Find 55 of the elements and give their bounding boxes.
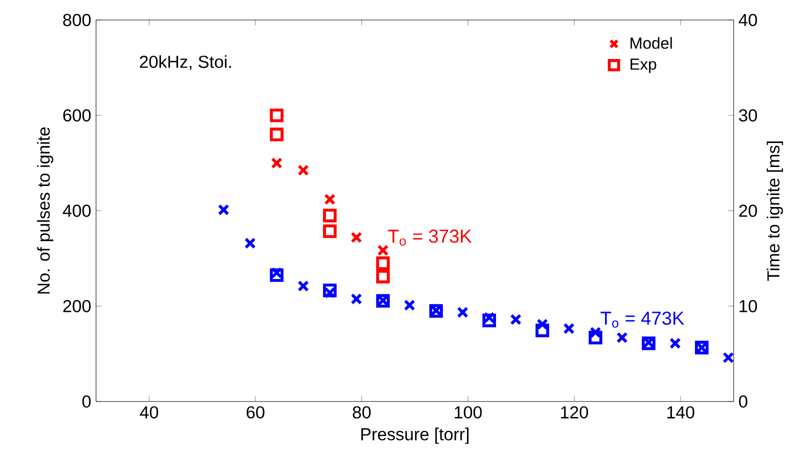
point — [616, 332, 628, 344]
x-tick-label: 120 — [561, 406, 588, 418]
y2-axis-title: Time to ignite [ms] — [766, 141, 783, 281]
legend-label: Model — [630, 36, 672, 49]
y-tick-label: 0 — [82, 395, 91, 408]
point — [323, 208, 337, 222]
point — [536, 324, 550, 338]
point — [722, 352, 734, 364]
point — [270, 157, 282, 169]
x-tick-label: 40 — [140, 406, 158, 418]
y-tick-label: 800 — [63, 14, 91, 26]
y-tick-label: 200 — [63, 300, 91, 312]
point — [298, 164, 309, 176]
point — [484, 312, 495, 324]
point — [456, 306, 468, 318]
annotation: T$_{o}$ = 373K — [388, 229, 472, 246]
x-tick-label: 100 — [454, 406, 482, 418]
point — [377, 244, 389, 256]
x-tick-label: 60 — [246, 406, 264, 418]
point — [323, 283, 337, 298]
y-tick-label: 600 — [63, 109, 91, 122]
point — [270, 128, 284, 142]
legend-label: Exp — [630, 58, 656, 73]
point — [590, 326, 602, 338]
point — [669, 338, 681, 349]
point — [376, 256, 390, 270]
annotation: 20kHz, Stoi. — [140, 55, 231, 70]
x-axis-title: Pressure [torr] — [361, 428, 469, 444]
point — [244, 237, 256, 249]
point — [350, 293, 362, 305]
point — [563, 322, 575, 334]
point — [270, 268, 284, 282]
y2-tick-label: 20 — [739, 204, 757, 217]
point — [376, 270, 390, 284]
point — [323, 224, 337, 238]
y-tick-label: 400 — [62, 204, 91, 217]
y-axis-title: No. of pulses to ignite — [37, 127, 54, 294]
point — [482, 314, 496, 328]
x-tick-label: 140 — [667, 406, 694, 418]
point — [642, 336, 656, 350]
point — [404, 299, 416, 311]
y2-tick-label: 0 — [739, 395, 748, 408]
y2-tick-label: 10 — [740, 300, 757, 312]
y2-tick-label: 40 — [738, 14, 757, 26]
annotation: T$_{o}$ = 473K — [600, 311, 684, 328]
point — [536, 318, 548, 330]
point — [298, 280, 309, 292]
point — [324, 194, 336, 205]
x-tick-label: 80 — [352, 406, 371, 418]
point — [270, 108, 284, 122]
point — [350, 232, 362, 244]
y2-tick-label: 30 — [739, 109, 757, 122]
point — [588, 330, 602, 344]
point — [218, 204, 230, 216]
point — [510, 314, 522, 326]
